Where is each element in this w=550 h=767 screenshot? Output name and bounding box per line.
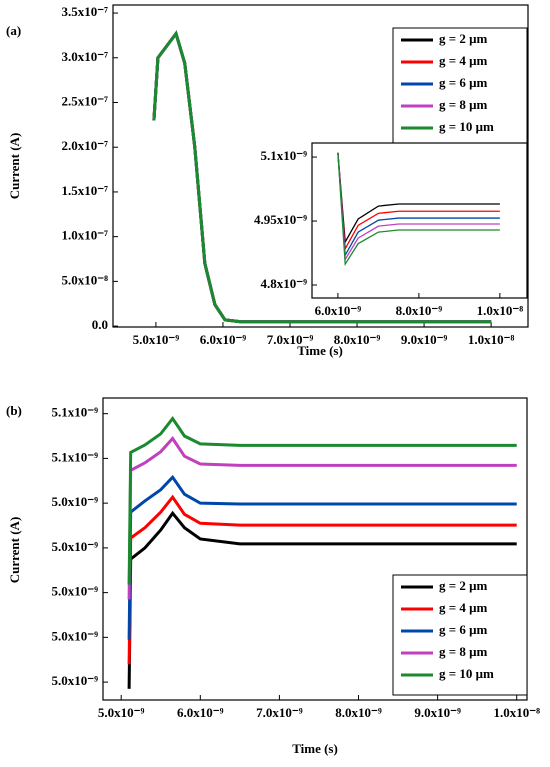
y-axis-title: Current (A) bbox=[7, 133, 22, 200]
series-line bbox=[127, 416, 517, 585]
legend-label: g = 6 μm bbox=[439, 622, 488, 637]
y-tick-label: 3.0x10⁻⁷ bbox=[61, 49, 108, 64]
y-tick-label: 1.5x10⁻⁷ bbox=[61, 183, 108, 198]
x-tick-label: 1.0x10⁻⁸ bbox=[493, 705, 540, 720]
legend-label: g = 6 μm bbox=[439, 75, 488, 90]
x-tick-label: 8.0x10⁻⁹ bbox=[396, 303, 443, 318]
y-axis-title: Current (A) bbox=[7, 517, 22, 584]
x-tick-label: 8.0x10⁻⁹ bbox=[335, 705, 382, 720]
x-tick-label: 6.0x10⁻⁹ bbox=[200, 332, 247, 347]
y-tick-label: 2.5x10⁻⁷ bbox=[61, 93, 108, 108]
x-tick-label: 7.0x10⁻⁹ bbox=[267, 332, 314, 347]
y-tick-label: 5.0x10⁻⁹ bbox=[51, 628, 98, 643]
y-tick-label: 4.8x10⁻⁹ bbox=[260, 276, 307, 291]
legend-label: g = 8 μm bbox=[439, 97, 488, 112]
y-tick-label: 5.1x10⁻⁹ bbox=[260, 148, 307, 163]
legend-label: g = 2 μm bbox=[439, 578, 488, 593]
legend-label: g = 10 μm bbox=[439, 119, 494, 134]
y-tick-label: 3.5x10⁻⁷ bbox=[61, 4, 108, 19]
x-tick-label: 1.0x10⁻⁸ bbox=[468, 332, 515, 347]
legend-label: g = 10 μm bbox=[439, 666, 494, 681]
y-tick-label: 5.0x10⁻⁹ bbox=[51, 584, 98, 599]
plot-frame bbox=[112, 4, 529, 328]
y-tick-label: 5.0x10⁻⁹ bbox=[51, 673, 98, 688]
x-tick-label: 6.0x10⁻⁹ bbox=[315, 303, 362, 318]
x-tick-label: 6.0x10⁻⁹ bbox=[177, 705, 224, 720]
x-axis-title: Time (s) bbox=[297, 343, 343, 358]
y-tick-label: 5.1x10⁻⁹ bbox=[51, 405, 98, 420]
inset-background bbox=[312, 143, 527, 298]
series-line bbox=[127, 494, 517, 665]
x-tick-label: 7.0x10⁻⁹ bbox=[256, 705, 303, 720]
x-tick-label: 5.0x10⁻⁹ bbox=[133, 332, 180, 347]
x-tick-label: 9.0x10⁻⁹ bbox=[401, 332, 448, 347]
plot-frame bbox=[102, 397, 528, 701]
plot-frame bbox=[311, 142, 528, 299]
x-tick-label: 9.0x10⁻⁹ bbox=[414, 705, 461, 720]
y-tick-label: 2.0x10⁻⁷ bbox=[61, 138, 108, 153]
y-tick-label: 0.0 bbox=[92, 317, 108, 332]
panel-label: (b) bbox=[6, 403, 22, 418]
y-tick-label: 5.0x10⁻⁹ bbox=[51, 539, 98, 554]
x-tick-label: 1.0x10⁻⁸ bbox=[477, 303, 524, 318]
y-tick-label: 4.95x10⁻⁹ bbox=[254, 212, 307, 227]
panel-label: (a) bbox=[6, 23, 21, 38]
series-line bbox=[337, 152, 500, 267]
y-tick-label: 5.0x10⁻⁹ bbox=[51, 494, 98, 509]
legend-label: g = 2 μm bbox=[439, 31, 488, 46]
y-tick-label: 1.0x10⁻⁷ bbox=[61, 228, 108, 243]
legend-label: g = 4 μm bbox=[439, 53, 488, 68]
legend-label: g = 4 μm bbox=[439, 600, 488, 615]
x-tick-label: 5.0x10⁻⁹ bbox=[98, 705, 145, 720]
series-line bbox=[127, 510, 517, 689]
series-line bbox=[152, 30, 492, 324]
x-tick-label: 8.0x10⁻⁹ bbox=[334, 332, 381, 347]
series-line bbox=[127, 436, 517, 600]
y-tick-label: 5.1x10⁻⁹ bbox=[51, 449, 98, 464]
y-tick-label: 5.0x10⁻⁸ bbox=[61, 272, 108, 287]
series-line bbox=[127, 474, 517, 640]
x-axis-title: Time (s) bbox=[292, 741, 338, 756]
legend-label: g = 8 μm bbox=[439, 644, 488, 659]
